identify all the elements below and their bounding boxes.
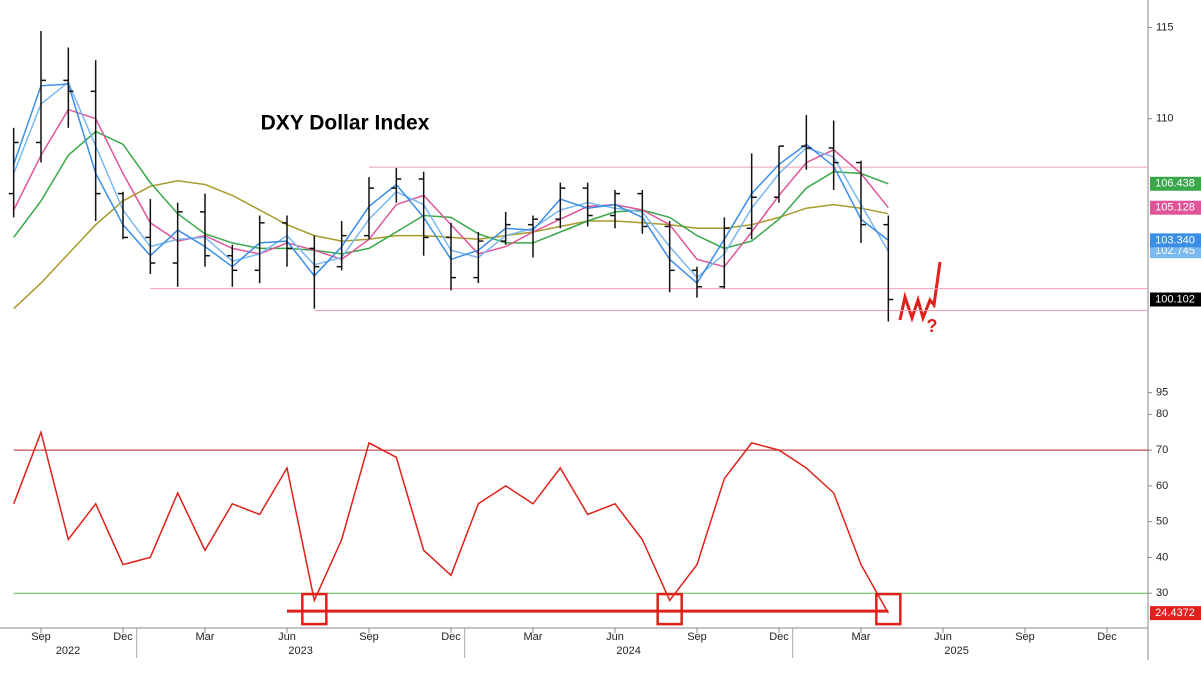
year-label: 2024 bbox=[616, 645, 640, 657]
chart-title: DXY Dollar Index bbox=[261, 112, 430, 135]
x-tick-label: Mar bbox=[852, 631, 871, 643]
x-tick-label: Sep bbox=[1015, 631, 1035, 643]
highlight-box bbox=[875, 592, 902, 626]
last-value-box bbox=[1150, 233, 1201, 248]
x-tick-label: Dec bbox=[113, 631, 133, 643]
x-tick-label: Dec bbox=[769, 631, 789, 643]
x-tick-label: Jun bbox=[278, 631, 296, 643]
question-mark: ? bbox=[927, 316, 938, 336]
x-tick-label: Jun bbox=[934, 631, 952, 643]
highlight-box bbox=[656, 592, 683, 626]
last-value-box bbox=[1150, 606, 1201, 621]
x-tick-label: Jun bbox=[606, 631, 624, 643]
last-value-box bbox=[1150, 292, 1201, 307]
year-label: 2023 bbox=[288, 645, 312, 657]
year-label: 2022 bbox=[56, 645, 80, 657]
y-tick-label: 95 bbox=[1156, 387, 1168, 399]
last-value-label: 105.128 bbox=[1155, 202, 1195, 214]
highlight-box bbox=[301, 592, 328, 626]
last-value-label: 24.4372 bbox=[1155, 607, 1195, 619]
last-value-box bbox=[1150, 244, 1201, 259]
zigzag-annotation bbox=[898, 261, 942, 323]
y-tick-label: 60 bbox=[1156, 480, 1168, 492]
y-tick-label: 80 bbox=[1156, 408, 1168, 420]
y-tick-label: 70 bbox=[1156, 444, 1168, 456]
y-tick-label: 30 bbox=[1156, 587, 1168, 599]
y-tick-label: 115 bbox=[1156, 21, 1174, 33]
y-tick-label: 110 bbox=[1156, 113, 1174, 125]
last-value-label: 103.340 bbox=[1155, 234, 1195, 246]
last-value-label: 100.102 bbox=[1155, 293, 1195, 305]
x-tick-label: Sep bbox=[687, 631, 707, 643]
x-tick-label: Mar bbox=[524, 631, 543, 643]
y-tick-label: 40 bbox=[1156, 551, 1168, 563]
y-tick-label: 50 bbox=[1156, 516, 1168, 528]
last-value-box bbox=[1150, 200, 1201, 215]
last-value-label: 102.745 bbox=[1155, 245, 1195, 257]
x-tick-label: Dec bbox=[1097, 631, 1117, 643]
x-tick-label: Mar bbox=[196, 631, 215, 643]
x-tick-label: Sep bbox=[359, 631, 379, 643]
last-value-box bbox=[1150, 176, 1201, 191]
x-tick-label: Sep bbox=[31, 631, 51, 643]
x-tick-label: Dec bbox=[441, 631, 461, 643]
last-value-label: 106.438 bbox=[1155, 178, 1195, 190]
series-line bbox=[12, 429, 889, 614]
year-label: 2025 bbox=[944, 645, 968, 657]
